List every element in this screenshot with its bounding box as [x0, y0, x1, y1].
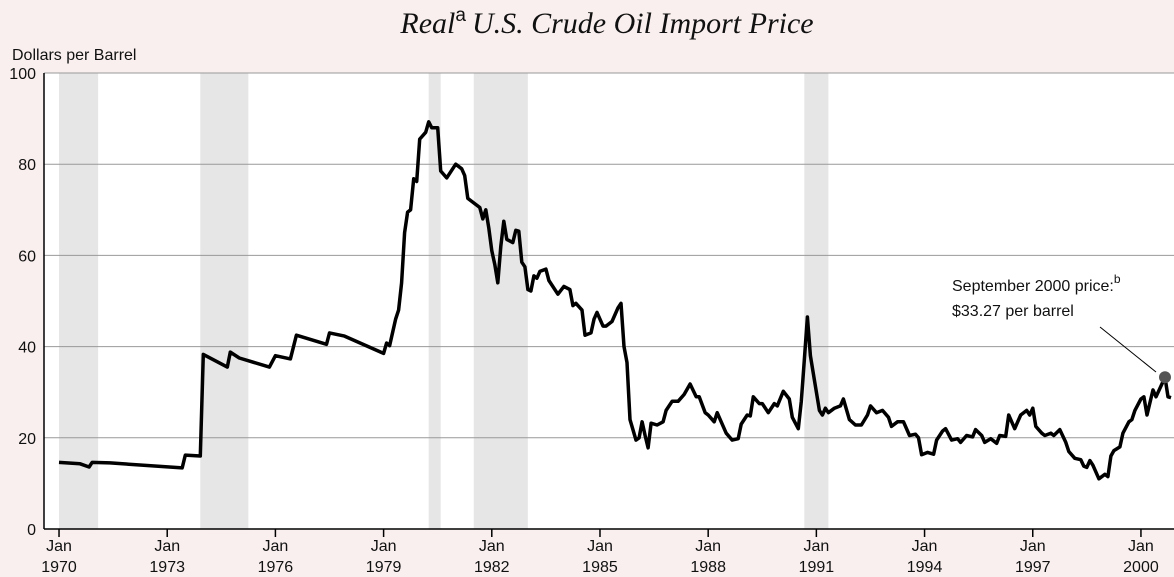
- title-rest: U.S. Crude Oil Import Price: [472, 7, 814, 40]
- y-tick-label: 0: [27, 522, 36, 539]
- annotation-superscript: b: [1114, 272, 1121, 286]
- x-tick-label: 1976: [258, 559, 294, 576]
- shaded-period: [59, 73, 99, 529]
- x-tick-label: Jan: [1020, 538, 1046, 555]
- highlight-point: [1158, 371, 1171, 384]
- y-tick-label: 20: [18, 431, 36, 448]
- x-tick-label: Jan: [263, 538, 289, 555]
- annotation: September 2000 price:b: [952, 272, 1121, 295]
- x-tick-label: 1970: [41, 559, 77, 576]
- x-tick-label: Jan: [154, 538, 180, 555]
- x-tick-label: 1982: [474, 559, 510, 576]
- y-tick-label: 60: [18, 248, 36, 265]
- x-tick-label: Jan: [46, 538, 72, 555]
- x-tick-label: 1988: [690, 559, 726, 576]
- shaded-period: [473, 73, 528, 529]
- x-tick-label: 1973: [149, 559, 185, 576]
- chart-title: Reala U.S. Crude Oil Import Price: [399, 5, 813, 40]
- x-tick-label: Jan: [479, 538, 505, 555]
- title-superscript: a: [455, 5, 466, 26]
- shaded-period: [428, 73, 441, 529]
- leader-line: [1099, 326, 1157, 373]
- x-tick-label: Jan: [695, 538, 721, 555]
- y-tick-label: 40: [18, 340, 36, 357]
- x-tick-label: Jan: [1128, 538, 1154, 555]
- x-tick-label: Jan: [912, 538, 938, 555]
- annotation: $33.27 per barrel: [952, 303, 1074, 320]
- x-tick-label: 1979: [366, 559, 402, 576]
- title-main: Real: [399, 7, 455, 40]
- shades: [59, 73, 829, 529]
- shaded-period: [200, 73, 249, 529]
- x-tick-label: 2000: [1123, 559, 1159, 576]
- x-tick-label: 1991: [799, 559, 835, 576]
- annotation-line: September 2000 price:: [952, 278, 1114, 295]
- x-tick-label: 1997: [1015, 559, 1051, 576]
- x-tick-label: Jan: [803, 538, 829, 555]
- x-tick-label: Jan: [371, 538, 397, 555]
- x-tick-label: 1985: [582, 559, 618, 576]
- shaded-period: [804, 73, 829, 529]
- y-tick-label: 100: [9, 66, 36, 83]
- y-tick-label: 80: [18, 157, 36, 174]
- y-axis-label: Dollars per Barrel: [12, 47, 136, 64]
- x-tick-label: Jan: [587, 538, 613, 555]
- x-tick-label: 1994: [907, 559, 943, 576]
- price-line: [58, 120, 1172, 481]
